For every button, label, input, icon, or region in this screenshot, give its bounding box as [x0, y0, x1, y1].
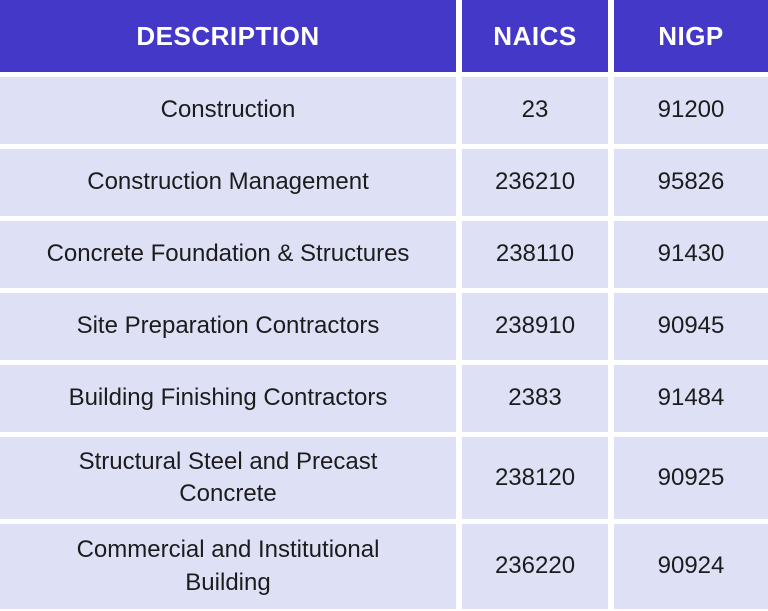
row-3-naics-cell: 238110	[462, 221, 608, 288]
header-cell-naics: NAICS	[462, 0, 608, 72]
row-5-nigp-cell: 91484	[614, 365, 768, 432]
row-6-nigp-cell: 90925	[614, 437, 768, 519]
row-7-nigp-cell: 90924	[614, 524, 768, 609]
row-5-description-cell: Building Finishing Contractors	[0, 365, 456, 432]
row-1-nigp-cell: 91200	[614, 77, 768, 144]
row-4-nigp-cell: 90945	[614, 293, 768, 360]
row-7-naics-cell: 236220	[462, 524, 608, 609]
row-2-description-cell: Construction Management	[0, 149, 456, 216]
row-5-naics-cell: 2383	[462, 365, 608, 432]
header-cell-nigp: NIGP	[614, 0, 768, 72]
row-6-naics-cell: 238120	[462, 437, 608, 519]
row-4-naics-cell: 238910	[462, 293, 608, 360]
row-1-naics-cell: 23	[462, 77, 608, 144]
row-6-description-cell: Structural Steel and Precast Concrete	[0, 437, 456, 519]
row-1-description-cell: Construction	[0, 77, 456, 144]
row-4-description-cell: Site Preparation Contractors	[0, 293, 456, 360]
row-7-description-cell: Commercial and Institutional Building	[0, 524, 456, 609]
row-2-naics-cell: 236210	[462, 149, 608, 216]
row-3-nigp-cell: 91430	[614, 221, 768, 288]
header-cell-description: DESCRIPTION	[0, 0, 456, 72]
row-2-nigp-cell: 95826	[614, 149, 768, 216]
row-3-description-cell: Concrete Foundation & Structures	[0, 221, 456, 288]
